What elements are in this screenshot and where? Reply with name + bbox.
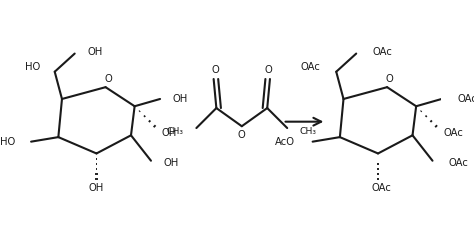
Text: OH: OH bbox=[164, 158, 179, 168]
Text: OH: OH bbox=[173, 94, 188, 104]
Text: O: O bbox=[211, 65, 219, 75]
Text: OH: OH bbox=[162, 128, 177, 138]
Text: O: O bbox=[104, 74, 112, 84]
Text: O: O bbox=[386, 74, 394, 84]
Text: OH: OH bbox=[89, 183, 104, 193]
Text: HO: HO bbox=[25, 62, 40, 72]
Text: HO: HO bbox=[0, 137, 15, 147]
Text: AcO: AcO bbox=[274, 137, 294, 147]
Text: CH₃: CH₃ bbox=[300, 127, 317, 136]
Text: OH: OH bbox=[87, 47, 103, 57]
Text: OAc: OAc bbox=[373, 47, 392, 57]
Text: OAc: OAc bbox=[372, 183, 392, 193]
Text: O: O bbox=[264, 65, 272, 75]
Text: OAc: OAc bbox=[449, 158, 469, 168]
Text: O: O bbox=[238, 130, 246, 140]
Text: CH₃: CH₃ bbox=[167, 127, 183, 136]
Text: OAc: OAc bbox=[443, 128, 463, 138]
Text: OAc: OAc bbox=[458, 94, 474, 104]
Text: OAc: OAc bbox=[300, 62, 320, 72]
